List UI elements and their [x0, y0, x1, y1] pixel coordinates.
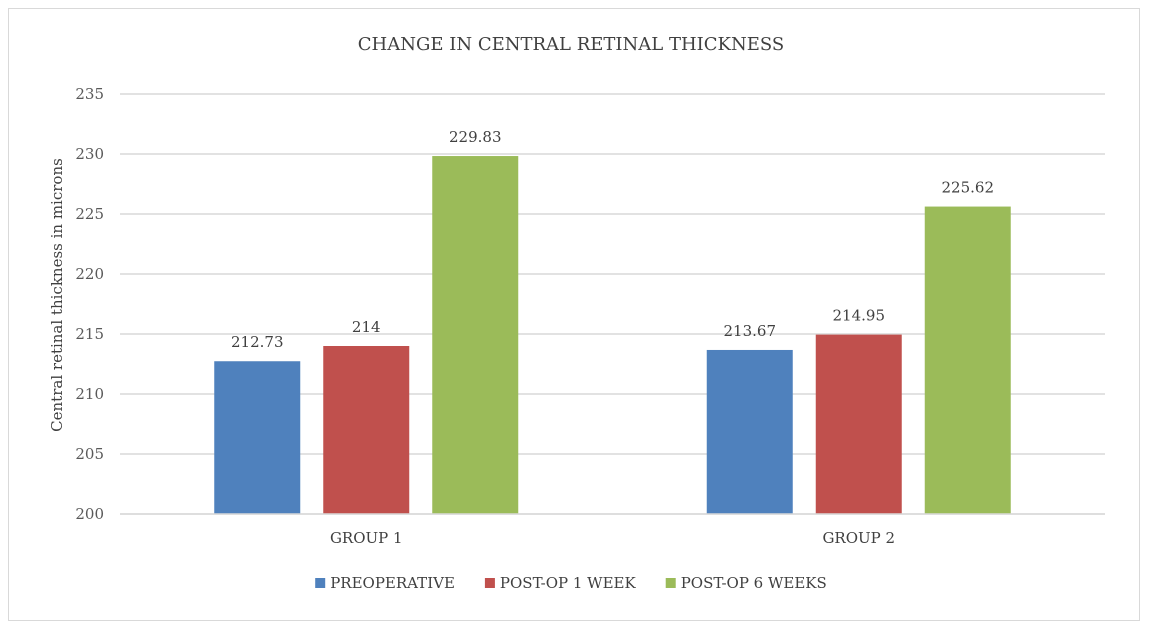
legend-label: PREOPERATIVE [330, 574, 455, 592]
data-label: 212.73 [231, 333, 284, 351]
data-labels: 212.73 214 229.83 GROUP 1 213.67 214.95 225.62… [231, 128, 994, 547]
bar [432, 156, 519, 515]
legend-item: PREOPERATIVE [315, 574, 455, 592]
legend-item: POST-OP 6 WEEKS [665, 574, 827, 592]
x-category-label: GROUP 1 [330, 529, 403, 547]
data-label: 229.83 [449, 128, 502, 146]
y-tick-label: 230 [75, 145, 104, 163]
legend-item: POST-OP 1 WEEK [484, 574, 637, 592]
y-tick-label: 210 [75, 385, 104, 403]
data-label: 213.67 [724, 322, 777, 340]
bar [323, 346, 410, 514]
bar [706, 349, 793, 514]
bar [815, 334, 902, 514]
data-label: 214.95 [833, 307, 886, 325]
y-tick-label: 225 [75, 205, 104, 223]
legend-label: POST-OP 6 WEEKS [681, 574, 827, 592]
legend: PREOPERATIVE POST-OP 1 WEEK POST-OP 6 WEEK… [315, 574, 827, 592]
bar [924, 206, 1011, 514]
y-tick-label: 215 [75, 325, 104, 343]
legend-swatch [484, 578, 495, 588]
y-tick-label: 205 [75, 445, 104, 463]
x-category-label: GROUP 2 [822, 529, 895, 547]
legend-swatch [315, 578, 326, 588]
bar [214, 361, 301, 514]
legend-label: POST-OP 1 WEEK [500, 574, 637, 592]
bars [120, 156, 1105, 515]
y-tick-label: 200 [75, 505, 104, 523]
y-tick-label: 220 [75, 265, 104, 283]
legend-swatch [665, 578, 676, 588]
y-tick-label: 235 [75, 85, 104, 103]
y-axis-label: Central retinal thickness in microns [48, 158, 66, 432]
chart-title: CHANGE IN CENTRAL RETINAL THICKNESS [358, 34, 784, 55]
data-label: 214 [352, 318, 381, 336]
data-label: 225.62 [942, 179, 995, 197]
